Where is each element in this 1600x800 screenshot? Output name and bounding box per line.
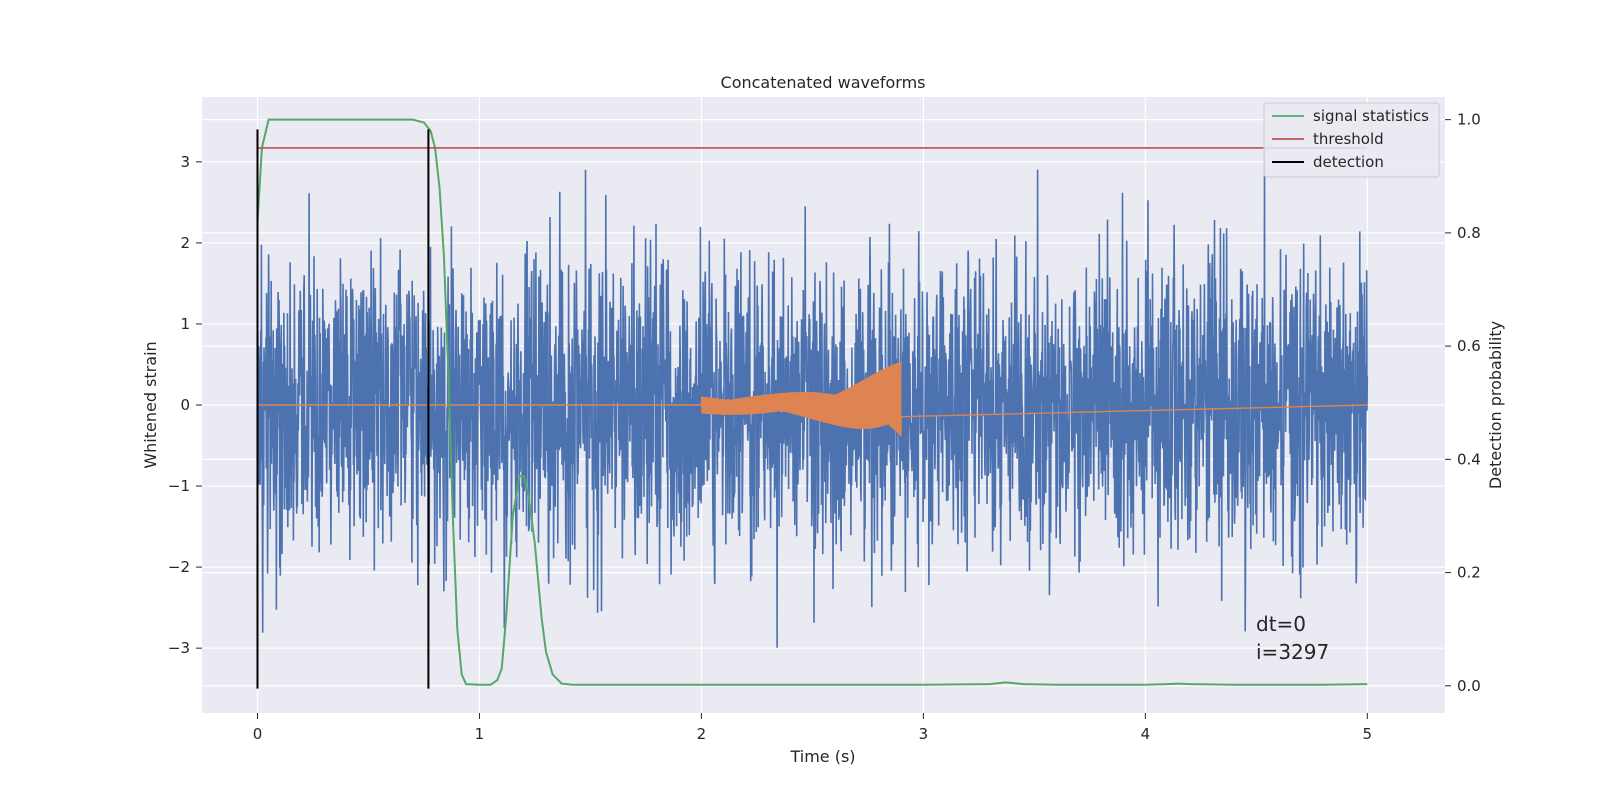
- signal-statistics-line: [256, 118, 1368, 686]
- y2-tick-label-5: 1.0: [1457, 111, 1481, 129]
- x-tick-label-1: 1: [475, 725, 485, 743]
- legend-label-threshold: threshold: [1313, 130, 1384, 148]
- legend-label-signal-statistics: signal statistics: [1313, 107, 1429, 125]
- template-series: [257, 362, 1368, 437]
- y-tick-label-2: −1: [168, 477, 190, 495]
- legend-box: [1263, 102, 1440, 178]
- annotation-dt: dt=0: [1256, 612, 1306, 636]
- x-tick-label-2: 2: [697, 725, 707, 743]
- overlay-series: [256, 118, 1368, 689]
- y2-tick-label-4: 0.8: [1457, 224, 1481, 242]
- y2-tick-label-1: 0.2: [1457, 564, 1481, 582]
- y2-tick-label-3: 0.6: [1457, 337, 1481, 355]
- chart-title: Concatenated waveforms: [721, 73, 926, 92]
- y2-tick-label-0: 0.0: [1457, 677, 1481, 695]
- y-tick-label-0: −3: [168, 639, 190, 657]
- y-tick-label-3: 0: [180, 396, 190, 414]
- y-tick-label-1: −2: [168, 558, 190, 576]
- x-tick-label-3: 3: [919, 725, 929, 743]
- x-tick-label-4: 4: [1141, 725, 1151, 743]
- x-tick-label-5: 5: [1363, 725, 1373, 743]
- y-tick-label-6: 3: [180, 153, 190, 171]
- x-tick-label-0: 0: [253, 725, 263, 743]
- x-axis-label: Time (s): [789, 747, 855, 766]
- legend: signal statistics threshold detection: [1263, 102, 1440, 178]
- template-trace: [257, 362, 1368, 437]
- legend-label-detection: detection: [1313, 153, 1384, 171]
- y-tick-label-4: 1: [180, 315, 190, 333]
- ticks: 0 1 2 3 4 5 −3 −2 −1 0 1 2 3 0.0 0.2 0.4 0.6 0.8 1.0: [168, 111, 1481, 743]
- y2-tick-label-2: 0.4: [1457, 450, 1481, 468]
- y-axis-label: Whitened strain: [141, 341, 160, 468]
- y-tick-label-5: 2: [180, 234, 190, 252]
- annotation-index: i=3297: [1256, 640, 1329, 664]
- y2-axis-label: Detection probability: [1486, 321, 1505, 489]
- noise-series: [256, 148, 1369, 648]
- noise-trace: [256, 148, 1369, 648]
